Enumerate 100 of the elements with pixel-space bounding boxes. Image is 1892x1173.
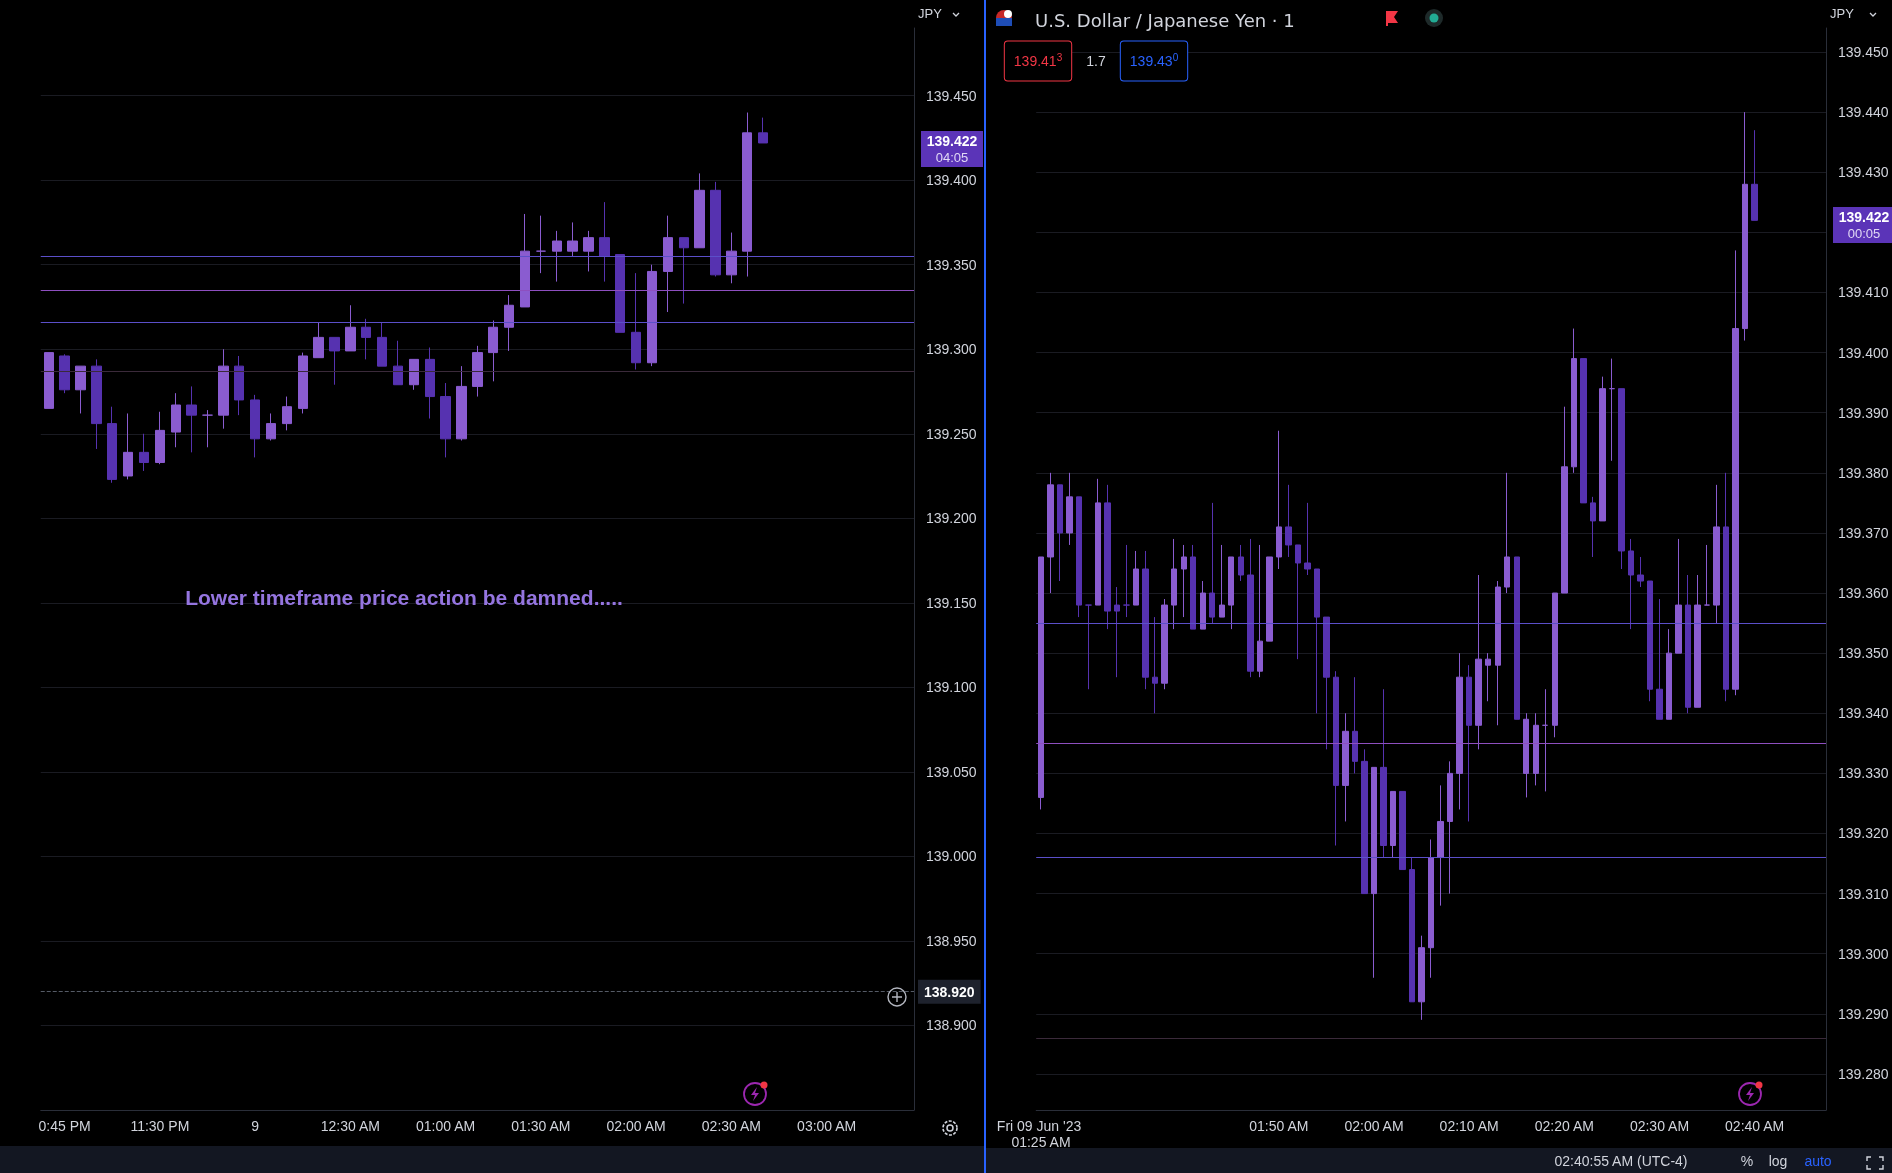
y-tick-label: 139.250	[926, 425, 977, 442]
candlestick	[1628, 538, 1634, 630]
y-tick-label: 139.400	[926, 172, 977, 189]
text: auto	[1804, 1153, 1832, 1169]
candlestick	[313, 321, 324, 359]
candlestick	[75, 365, 86, 414]
candlestick	[1742, 111, 1748, 342]
chart-title: U.S. Dollar / Japanese Yen · 1	[1035, 9, 1295, 31]
candlestick	[202, 409, 213, 448]
candlestick	[1437, 784, 1444, 907]
candlestick	[615, 254, 625, 333]
candlestick	[1228, 556, 1234, 630]
y-tick-label: 139.000	[926, 848, 977, 865]
candlestick	[1552, 592, 1558, 738]
candlestick	[1219, 544, 1225, 618]
candlestick	[631, 272, 641, 371]
y-tick-label: 139.280	[1838, 1065, 1889, 1082]
y-tick-label: 138.900	[926, 1017, 977, 1034]
candlestick	[345, 304, 356, 352]
candlestick	[1685, 574, 1691, 714]
candlestick	[1238, 544, 1244, 582]
candlestick	[171, 392, 181, 448]
candlestick	[694, 172, 705, 249]
candlestick	[599, 201, 610, 283]
candlestick	[1352, 676, 1358, 774]
candlestick	[1342, 712, 1349, 822]
y-tick-label: 139.150	[926, 594, 977, 611]
text: 04:05	[935, 149, 969, 165]
candlestick	[1266, 556, 1273, 642]
candlestick	[59, 353, 70, 394]
candlestick	[536, 215, 546, 274]
candlestick	[91, 358, 102, 450]
y-tick-label: 139.390	[1838, 404, 1889, 421]
candlestick	[1485, 652, 1491, 702]
candlestick	[1076, 496, 1082, 618]
candlestick	[234, 355, 244, 416]
x-tick-label: 02:20 AM	[1534, 1118, 1594, 1134]
y-tick-label: 139.330	[1838, 765, 1889, 782]
y-tick-label: 139.290	[1838, 1005, 1889, 1022]
candlestick	[1666, 628, 1672, 720]
y-tick-label: 139.450	[926, 87, 977, 104]
candlestick	[1200, 580, 1206, 630]
candlestick	[1295, 544, 1301, 660]
candlestick	[1047, 472, 1054, 594]
candlestick	[123, 412, 133, 480]
candlestick	[1095, 478, 1101, 606]
annotation: Lower timeframe price action be damned.....	[185, 585, 623, 609]
candlestick	[1447, 760, 1453, 895]
candlestick	[1561, 406, 1568, 594]
candlestick	[726, 232, 737, 284]
candlestick	[1637, 556, 1644, 588]
text: log	[1768, 1153, 1788, 1169]
candlestick	[409, 358, 419, 391]
candlestick	[1171, 538, 1177, 630]
candlestick	[1704, 544, 1710, 606]
x-tick-label: 01:50 AM	[1249, 1118, 1309, 1134]
y-tick-label: 139.350	[926, 256, 977, 273]
candlestick	[1380, 688, 1387, 859]
y-tick-label: 139.380	[1838, 464, 1889, 481]
candlestick	[1504, 472, 1510, 594]
candlestick	[1390, 790, 1396, 859]
candlestick	[742, 112, 752, 278]
candlestick	[1694, 574, 1701, 708]
candlestick	[1285, 484, 1292, 558]
candlestick	[1161, 598, 1168, 690]
candlestick	[1314, 568, 1320, 714]
candlestick	[456, 365, 467, 442]
x-tick-label: 02:10 AM	[1439, 1118, 1499, 1134]
ref-line-label: 138.920	[924, 983, 975, 1000]
candlestick	[1304, 502, 1311, 576]
candlestick	[1085, 604, 1092, 690]
x-tick-label: 11:30 PM	[130, 1118, 190, 1134]
candlestick	[1713, 484, 1720, 624]
candlestick	[440, 382, 451, 458]
candlestick	[1409, 857, 1415, 1003]
candlestick	[1181, 544, 1187, 618]
candlestick	[583, 230, 594, 272]
candlestick	[1475, 574, 1482, 750]
candlestick	[472, 345, 483, 398]
candlestick	[1066, 472, 1073, 546]
candlestick	[1418, 935, 1425, 1021]
x-tick-label: 02:40 AM	[1725, 1118, 1785, 1134]
candlestick	[329, 336, 340, 386]
x-tick-label: 02:00 AM	[606, 1118, 666, 1134]
candlestick	[1609, 358, 1615, 462]
x-tick-label: 01:00 AM	[416, 1118, 476, 1134]
y-tick-label: 139.360	[1838, 585, 1889, 602]
candlestick	[425, 347, 435, 420]
candlestick	[266, 412, 276, 442]
y-tick-label: 139.370	[1838, 524, 1889, 541]
candlestick	[1533, 712, 1539, 786]
candlestick	[663, 215, 673, 313]
text: 00:05	[1847, 225, 1881, 241]
y-tick-label: 139.310	[1838, 885, 1889, 902]
candlestick	[567, 221, 578, 257]
annotation: 1.7	[1086, 53, 1106, 69]
candlestick	[250, 394, 260, 458]
y-tick-label: 139.320	[1838, 825, 1889, 842]
y-tick-label: 139.300	[1838, 945, 1889, 962]
candlestick	[44, 352, 54, 409]
